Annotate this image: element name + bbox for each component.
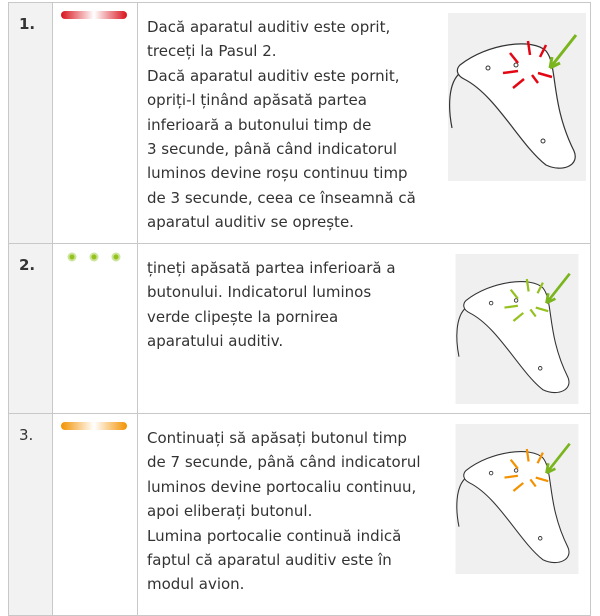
step-text: țineți apăsată partea inferioară a butonu… — [147, 256, 447, 354]
text-line: faptul că aparatul auditiv este în — [147, 551, 392, 570]
text-line: Continuați să apăsați butonul timp — [147, 429, 407, 447]
text-line: de 3 secunde, ceea ce înseamnă că — [147, 188, 416, 207]
illustration — [448, 13, 586, 181]
text-line: treceți la Pasul 2. — [147, 42, 277, 61]
text-line: apoi eliberați butonul. — [147, 502, 313, 521]
step-text: Continuați să apăsați butonul timp de 7 s… — [147, 426, 447, 597]
step-number: 1. — [9, 3, 53, 243]
step-number: 2. — [9, 244, 53, 413]
text-line: verde clipește la pornirea — [147, 307, 339, 326]
indicator — [53, 414, 138, 615]
text-line: aparatului auditiv. — [147, 332, 284, 351]
text-line: opriți-l ținând apăsată partea — [147, 91, 367, 110]
step-number: 3. — [9, 414, 53, 615]
step-row: 1. Dacă aparatul auditiv este oprit, trec… — [8, 2, 591, 243]
text-line: Lumina portocalie continuă indică — [147, 526, 402, 545]
indicator — [53, 3, 138, 243]
indicator — [53, 244, 138, 413]
text-line: butonului. Indicatorul luminos — [147, 283, 372, 302]
text-line: țineți apăsată partea inferioară a — [147, 259, 396, 277]
text-line: Dacă aparatul auditiv este oprit, — [147, 18, 391, 36]
text-line: de 7 secunde, până când indicatorul — [147, 453, 421, 472]
text-line: modul avion. — [147, 575, 245, 594]
step-row: 3. Continuați să apăsați butonul timp de … — [8, 413, 591, 616]
text-line: luminos devine roșu continuu timp — [147, 164, 408, 183]
text-line: Dacă aparatul auditiv este pornit, — [147, 66, 400, 85]
step-text: Dacă aparatul auditiv este oprit, treceți… — [147, 15, 447, 235]
text-line: 3 secunde, până când indicatorul — [147, 140, 398, 159]
illustration — [448, 424, 586, 574]
step-row: 2. țineți apăsată partea inferioară a but… — [8, 243, 591, 413]
illustration — [448, 254, 586, 404]
text-line: aparatul auditiv se oprește. — [147, 213, 354, 232]
text-line: inferioară a butonului timp de — [147, 115, 372, 134]
text-line: luminos devine portocaliu continuu, — [147, 477, 417, 496]
